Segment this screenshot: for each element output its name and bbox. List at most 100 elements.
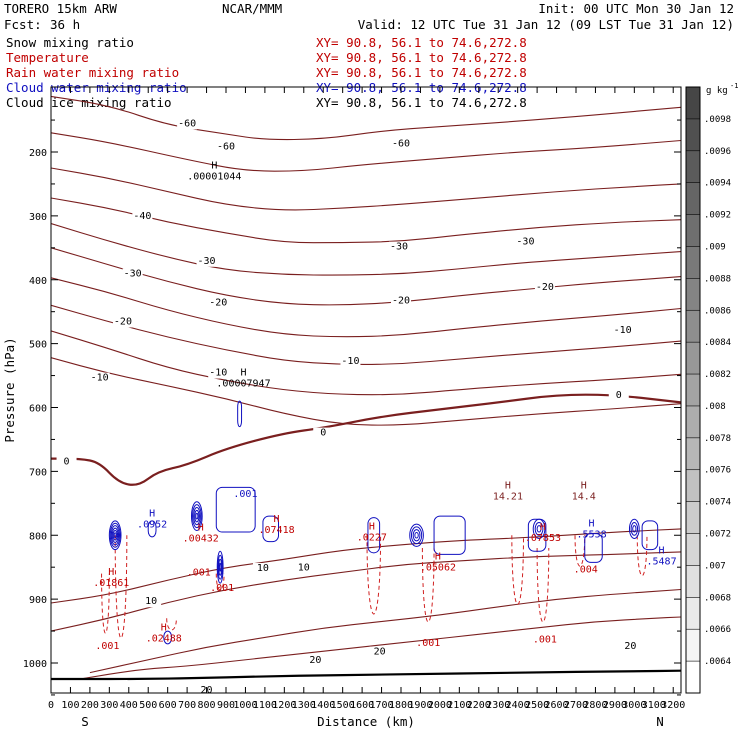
colorbar-box-9 [686, 374, 700, 406]
temperature-contour--50-2 [51, 167, 681, 211]
temperature-label-23: 20 [374, 647, 386, 658]
cloud-water-core-1-ring-1 [195, 512, 199, 520]
temperature-contour-20-13 [89, 588, 681, 674]
extremum-value-18: .001 [416, 638, 440, 649]
colorbar-unit: g kg [706, 86, 728, 96]
colorbar-label-17: .0064 [704, 657, 731, 667]
colorbar-label-9: .008 [704, 402, 726, 412]
extremum-value-19: .001 [533, 635, 557, 646]
cloud-water-core-1-ring-5 [190, 501, 203, 531]
x-tick-label-1300: 1300 [292, 700, 316, 711]
temperature-label-bg-19 [293, 562, 314, 574]
rain-contour-9 [636, 535, 648, 576]
extremum-value-16: .001 [210, 583, 234, 594]
colorbar-box-2 [686, 150, 700, 183]
x-tick-label-1500: 1500 [331, 700, 355, 711]
x-tick-label-3200: 3200 [661, 700, 685, 711]
temperature-label-15: -10 [91, 373, 109, 384]
cloud-water-outline-8 [163, 630, 173, 645]
plot-area: -60 -60 -60 -40 -30 -30 -30 -30 -20 -20 -20 -20 -10 -… [51, 95, 681, 693]
temperature-contour-0-10 [51, 393, 681, 486]
x-tick-label-2400: 2400 [506, 700, 530, 711]
y-tick-label-300: 300 [29, 212, 47, 223]
extremum-mark-7: H [435, 551, 441, 562]
x-tick-label-1200: 1200 [272, 700, 296, 711]
cloud-water-core-1-ring-3 [193, 506, 201, 526]
cloud-water-core-1-ring-4 [192, 504, 202, 529]
plot-content: -60 -60 -60 -40 -30 -30 -30 -30 -20 -20 -20 -20 -10 -… [51, 95, 681, 693]
cloud-water-core-2-ring-4 [216, 550, 224, 584]
x-tick-label-600: 600 [159, 700, 177, 711]
extremum-value-14: .001 [233, 489, 257, 500]
x-tick-label-1600: 1600 [350, 700, 374, 711]
colorbar-label-3: .0092 [704, 211, 731, 221]
temperature-label-bg-24 [620, 640, 641, 652]
temperature-label-bg-15 [89, 372, 110, 384]
x-tick-label-1000: 1000 [233, 700, 257, 711]
colorbar-label-10: .0078 [704, 434, 731, 444]
cloud-water-core-2-ring-2 [218, 558, 223, 576]
rain-contour-2 [166, 618, 177, 631]
temperature-label-bg-5 [389, 241, 410, 253]
temperature-label-bg-0 [177, 118, 198, 130]
temperature-label-0: -60 [178, 118, 196, 129]
x-tick-label-500: 500 [139, 700, 157, 711]
colorbar-label-7: .0084 [704, 338, 731, 348]
colorbar-box-0 [686, 87, 700, 119]
temperature-label-bg-8 [208, 297, 229, 309]
field-range-snow: XY= 90.8, 56.1 to 74.6,272.8 [316, 35, 527, 50]
colorbar-unit-exponent: -1 [730, 82, 738, 90]
extremum-value-2: .0952 [137, 520, 167, 531]
extremum-value-20: .004 [574, 564, 598, 575]
x-tick-label-2600: 2600 [545, 700, 569, 711]
x-tick-label-1800: 1800 [389, 700, 413, 711]
temperature-contour--40-3 [51, 197, 681, 244]
extremum-value-10: 14.4 [572, 492, 596, 503]
extremum-value-17: .001 [95, 641, 119, 652]
temperature-label-7: -30 [124, 269, 142, 280]
colorbar-box-12 [686, 469, 700, 502]
plot-frame [50, 86, 682, 694]
header: TORERO 15km ARW NCAR/MMM Init: 00 UTC Mo… [4, 1, 734, 110]
extremum-mark-12: H [659, 546, 665, 557]
cloud-water-core-0-ring-2 [112, 529, 118, 541]
extremum-mark-2: H [149, 509, 155, 520]
cloud-water-outline-6 [641, 520, 659, 551]
temperature-contour--20-7 [51, 304, 681, 365]
cloud-water-core-0-ring-6 [108, 520, 122, 551]
x-tick-label-200: 200 [81, 700, 99, 711]
rain-contour-7 [536, 548, 550, 623]
cloud-water-outline-0 [215, 486, 256, 533]
extremum-mark-3: H [108, 567, 114, 578]
extremum-value-8: .07853 [525, 533, 561, 544]
rain-contour-3 [215, 573, 225, 591]
x-tick-label-900: 900 [217, 700, 235, 711]
temperature-label-13: -10 [614, 325, 632, 336]
x-tick-label-100: 100 [61, 700, 79, 711]
x-tick-label-2300: 2300 [486, 700, 510, 711]
colorbar-label-13: .0072 [704, 530, 731, 540]
extremum-mark-8: H [540, 522, 546, 533]
x-tick-label-2200: 2200 [467, 700, 491, 711]
x-tick-label-3100: 3100 [642, 700, 666, 711]
field-range-temperature: XY= 90.8, 56.1 to 74.6,272.8 [316, 50, 527, 65]
temperature-label-bg-21 [141, 596, 162, 608]
cloud-water-core-2-ring-1 [218, 562, 222, 572]
temperature-label-bg-23 [369, 646, 390, 658]
x-tick-label-400: 400 [120, 700, 138, 711]
colorbar-box-1 [686, 118, 700, 151]
temperature-label-bg-6 [515, 236, 536, 248]
temperature-label-bg-7 [122, 268, 143, 280]
temperature-label-17: 0 [320, 428, 326, 439]
valid-time: Valid: 12 UTC Tue 31 Jan 12 (09 LST Tue … [358, 17, 734, 32]
temperature-label-14: -10 [209, 368, 227, 379]
forecast-value: 36 h [50, 17, 80, 32]
temperature-contour--10-9 [51, 357, 681, 426]
x-tick-label-300: 300 [100, 700, 118, 711]
extremum-value-1: .00007947 [216, 379, 270, 390]
temperature-label-10: -20 [536, 282, 554, 293]
cloud-water-core-2-ring-3 [217, 554, 223, 580]
extremum-value-0: .00001044 [187, 172, 241, 183]
colorbar-box-13 [686, 501, 700, 534]
